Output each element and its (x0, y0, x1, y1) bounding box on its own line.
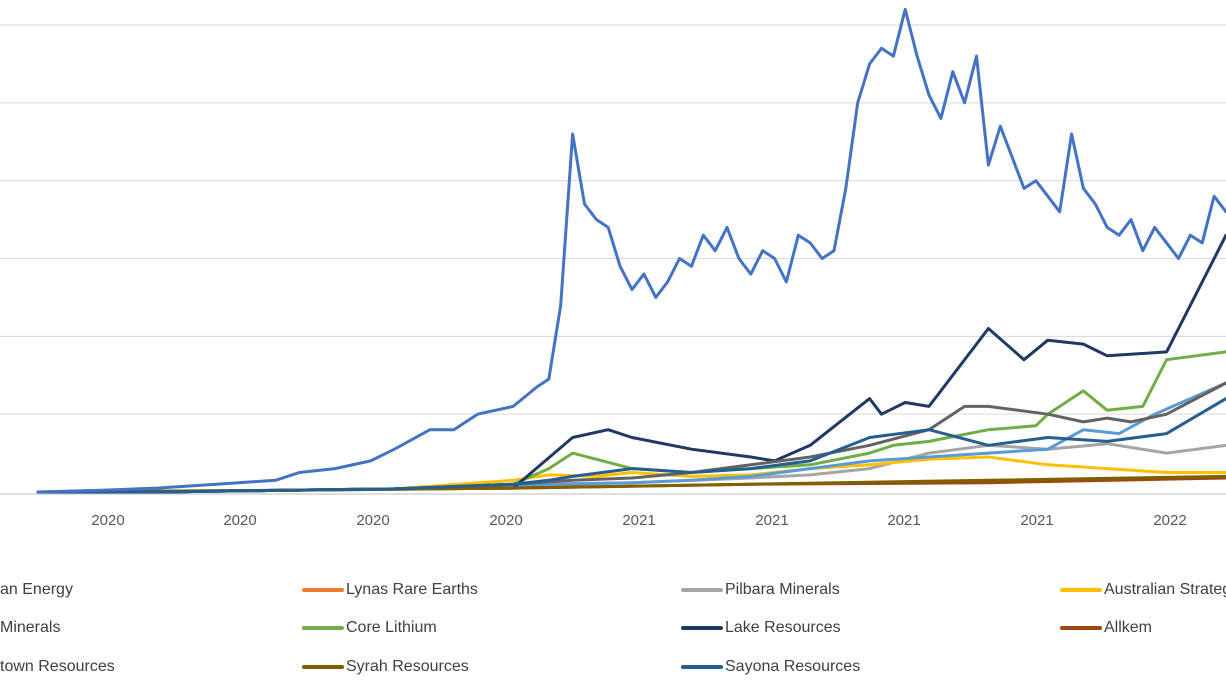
x-tick-label: 2021 (1020, 512, 1053, 529)
legend-label: Lake Resources (725, 619, 841, 636)
x-tick-label: 2020 (223, 512, 256, 529)
series-line-5 (36, 350, 1226, 494)
series-line-10 (36, 397, 1226, 494)
legend-label: Sayona Resources (725, 658, 861, 675)
x-tick-label: 2021 (755, 512, 788, 529)
legend-label: Australian Strateg (1104, 581, 1226, 598)
x-tick-label: 2020 (91, 512, 124, 529)
legend-label: Pilbara Minerals (725, 581, 840, 598)
series-line-11 (36, 7, 1226, 494)
legend-swatch (302, 626, 344, 630)
x-tick-label: 2022 (1153, 512, 1186, 529)
legend-label: town Resources (0, 658, 115, 675)
legend-swatch (302, 665, 344, 669)
legend-label: Allkem (1104, 619, 1153, 636)
legend-swatch (681, 626, 723, 630)
x-tick-label: 2021 (887, 512, 920, 529)
x-tick-label: 2020 (489, 512, 522, 529)
x-tick-label: 2020 (356, 512, 389, 529)
legend-label: Syrah Resources (346, 658, 469, 675)
legend-swatch (1060, 626, 1102, 630)
legend-label: Minerals (0, 619, 61, 636)
legend-swatch (681, 588, 723, 592)
legend-swatch (1060, 588, 1102, 592)
series-line-6 (36, 233, 1226, 494)
legend-label: Lynas Rare Earths (346, 581, 478, 598)
x-axis: 2020 2020 2020 2020 2021 2021 2021 2021 2022 (0, 493, 1226, 529)
legend-swatch (302, 588, 344, 592)
legend: an Energy Lynas Rare Earths Pilbara Minera… (0, 572, 1226, 690)
gridlines (0, 24, 1226, 415)
legend-swatch (681, 665, 723, 669)
series-layer (36, 7, 1226, 494)
x-tick-label: 2021 (622, 512, 655, 529)
legend-label: an Energy (0, 581, 73, 598)
legend-label: Core Lithium (346, 619, 437, 636)
